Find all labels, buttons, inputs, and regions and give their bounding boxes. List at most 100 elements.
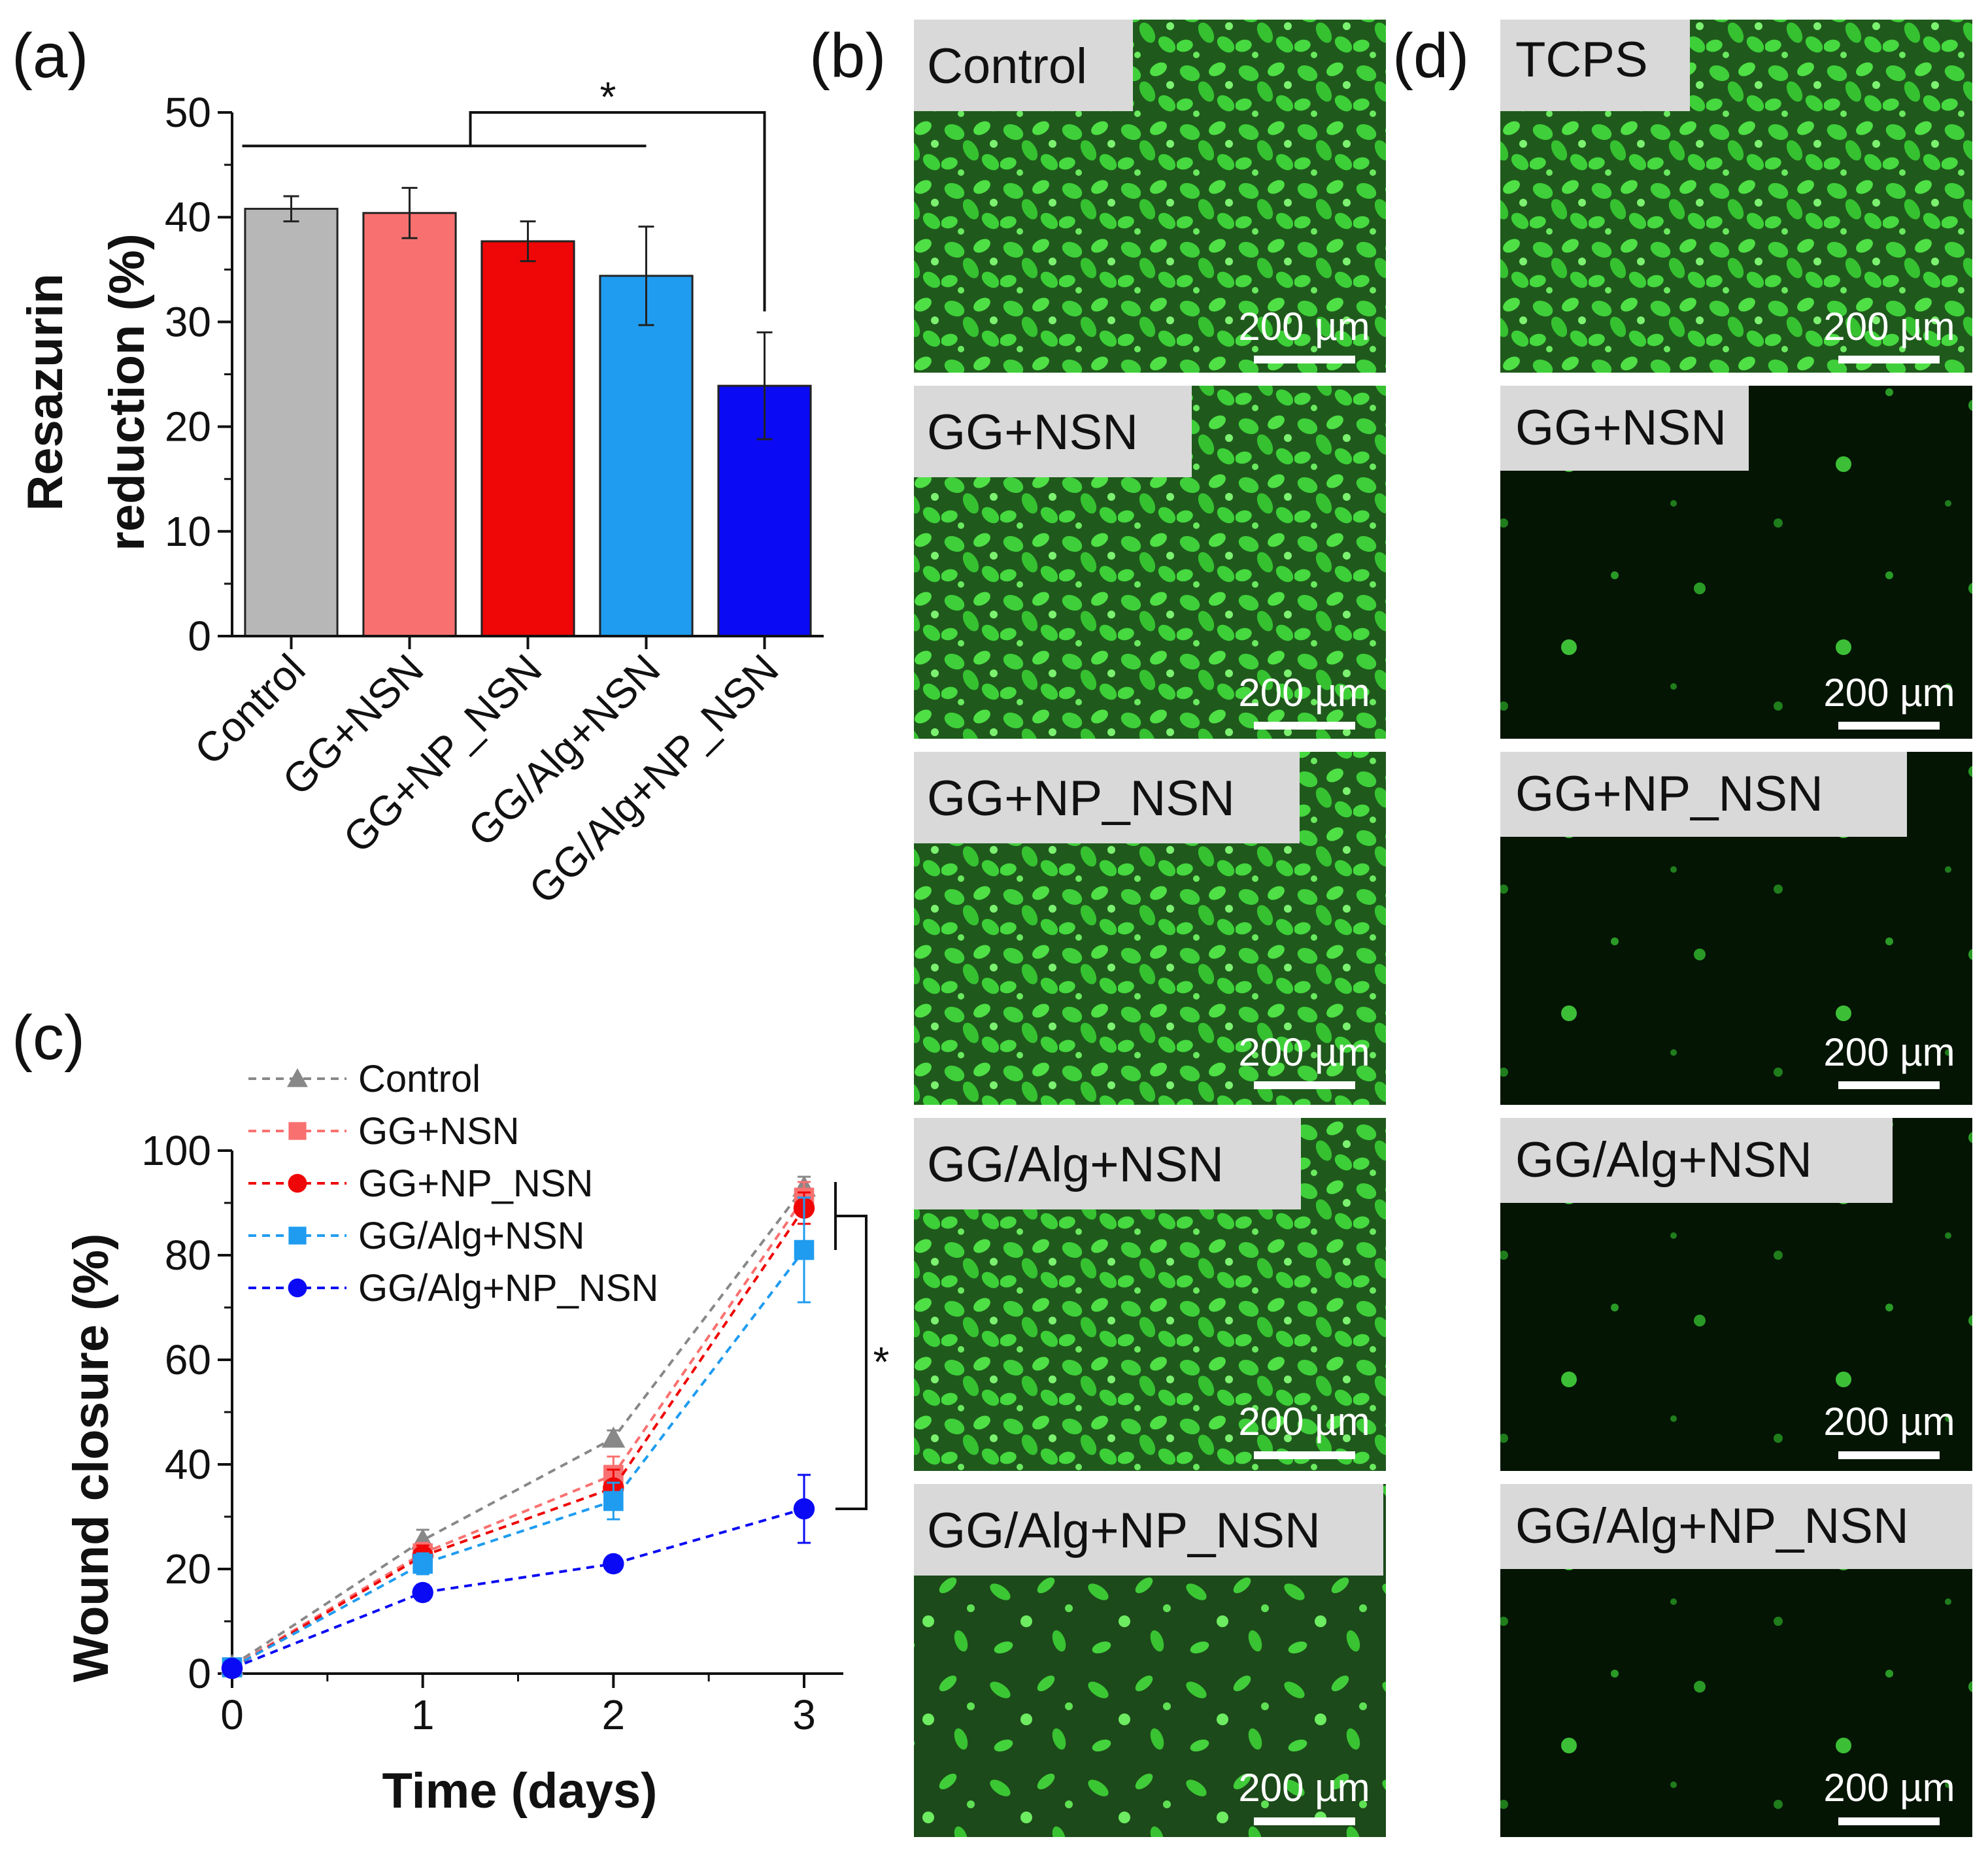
scale-bar <box>1838 1817 1940 1825</box>
image-label: GG+NP_NSN <box>927 771 1235 826</box>
y-tick-label: 40 <box>165 1441 211 1488</box>
image-label: GG/Alg+NP_NSN <box>927 1503 1321 1559</box>
scale-bar-label: 200 µm <box>1238 671 1370 715</box>
panel-d-images: TCPS 200 µm GG+NSN 200 µm GG+NP_NSN 200 … <box>1500 20 1972 1837</box>
data-point <box>603 1491 624 1511</box>
scale-bar <box>1254 1451 1355 1459</box>
scale-bar-label: 200 µm <box>1823 1766 1955 1810</box>
data-point <box>288 1226 307 1245</box>
data-point <box>413 1553 433 1574</box>
scale-bar-label: 200 µm <box>1238 305 1370 348</box>
y-axis-title: Wound closure (%) <box>63 1234 119 1683</box>
scale-bar <box>1254 356 1355 363</box>
scale-bar <box>1838 356 1940 363</box>
significance-bracket-c <box>834 1182 868 1510</box>
data-point <box>603 1553 624 1575</box>
image-label-bg <box>914 752 1300 843</box>
image-label: GG/Alg+NSN <box>1515 1132 1812 1188</box>
y-tick-label: 0 <box>188 613 211 660</box>
micrograph-d-gg-np-nsn: GG+NP_NSN 200 µm <box>1500 752 1972 1105</box>
scale-bar-label: 200 µm <box>1823 1400 1955 1443</box>
x-tick-label: 1 <box>411 1691 435 1738</box>
image-label-bg <box>914 1484 1383 1576</box>
micrograph-b-gg-alg-np-nsn: GG/Alg+NP_NSN 200 µm <box>914 1484 1386 1837</box>
scale-bar-label: 200 µm <box>1823 671 1955 715</box>
image-label-bg <box>914 20 1133 111</box>
panel-letter-d: (d) <box>1392 21 1469 91</box>
scale-bar <box>1838 1081 1940 1089</box>
series-line <box>231 1508 805 1670</box>
data-point <box>793 1498 815 1520</box>
series-line <box>231 1196 805 1669</box>
image-label: GG+NSN <box>927 405 1138 460</box>
legend-label: GG+NP_NSN <box>358 1162 593 1205</box>
micrograph-b-control: Control 200 µm <box>914 20 1386 373</box>
bracket-line <box>469 111 766 312</box>
micrograph-b-gg-np-nsn: GG+NP_NSN 200 µm <box>914 752 1386 1105</box>
y-tick-label: 10 <box>165 508 211 555</box>
x-tick-label: 3 <box>792 1691 816 1738</box>
panel-letter-a: (a) <box>12 21 88 91</box>
y-tick-label: 40 <box>165 194 211 241</box>
micrograph-d-tcps: TCPS 200 µm <box>1500 20 1972 373</box>
micrograph-d-gg-nsn: GG+NSN 200 µm <box>1500 386 1972 739</box>
line-chart-wound-closure: 0 20 40 60 80 100 0 1 2 3 Control GG+NSN GG+NP_NSN… <box>63 1058 889 1819</box>
image-label: GG+NSN <box>1515 400 1727 456</box>
micrograph-d-gg-alg-np-nsn: GG/Alg+NP_NSN 200 µm <box>1500 1484 1972 1837</box>
image-label-bg <box>914 386 1192 477</box>
image-label: GG/Alg+NP_NSN <box>1515 1498 1909 1554</box>
legend-label: GG/Alg+NSN <box>358 1215 585 1257</box>
bar <box>362 212 457 637</box>
y-axis-title-line1: Resazurin <box>18 273 73 511</box>
image-label-bg <box>1500 20 1690 111</box>
image-label: GG/Alg+NSN <box>927 1137 1224 1192</box>
panel-b-images: Control 200 µm GG+NSN 200 µm GG+NP_NSN 2… <box>914 20 1386 1837</box>
x-tick-label: 0 <box>220 1691 244 1738</box>
legend-label: GG/Alg+NP_NSN <box>358 1267 658 1309</box>
series-gg-np-nsn <box>221 1191 815 1679</box>
y-tick-label: 100 <box>141 1127 211 1174</box>
data-point <box>288 1173 307 1193</box>
image-label-bg <box>1500 752 1907 837</box>
y-axis-title-line2: reduction (%) <box>99 233 155 551</box>
image-label-bg <box>914 1118 1301 1209</box>
bar <box>244 207 339 637</box>
data-point <box>288 1122 307 1140</box>
y-tick-label: 20 <box>165 403 211 450</box>
y-tick-label: 0 <box>188 1650 211 1697</box>
legend-label: GG+NSN <box>358 1110 520 1153</box>
y-tick-label: 20 <box>165 1545 211 1593</box>
data-point <box>412 1581 433 1604</box>
panel-letter-c: (c) <box>12 1003 85 1073</box>
data-point <box>287 1068 308 1087</box>
x-tick-label: 2 <box>602 1691 626 1738</box>
micrograph-b-gg-nsn: GG+NSN 200 µm <box>914 386 1386 739</box>
significance-bracket-a <box>242 111 766 312</box>
scale-bar-label: 200 µm <box>1238 1030 1370 1074</box>
series-line <box>231 1186 805 1667</box>
bar <box>599 275 694 637</box>
y-tick-label: 60 <box>165 1336 211 1383</box>
bar <box>480 240 575 637</box>
y-tick-label: 30 <box>165 298 211 345</box>
series-line <box>231 1207 805 1670</box>
image-label: Control <box>927 39 1087 94</box>
image-label-bg <box>1500 1118 1893 1203</box>
image-label-bg <box>1500 1484 1972 1569</box>
panel-letter-b: (b) <box>809 21 886 91</box>
scale-bar <box>1838 722 1940 730</box>
legend-label: Control <box>358 1058 480 1100</box>
y-tick-label: 80 <box>165 1232 211 1279</box>
data-point <box>601 1426 626 1448</box>
legend: Control GG+NSN GG+NP_NSN GG/Alg+NSN GG/Alg+N… <box>248 1058 658 1309</box>
data-point <box>288 1278 307 1298</box>
image-label-bg <box>1500 386 1749 471</box>
series-line <box>231 1249 805 1669</box>
scale-bar-label: 200 µm <box>1238 1766 1370 1810</box>
scale-bar-label: 200 µm <box>1238 1400 1370 1443</box>
scale-bar <box>1254 1081 1355 1089</box>
data-point <box>794 1240 815 1260</box>
significance-star-a: * <box>600 73 616 120</box>
significance-star-c: * <box>873 1338 890 1385</box>
